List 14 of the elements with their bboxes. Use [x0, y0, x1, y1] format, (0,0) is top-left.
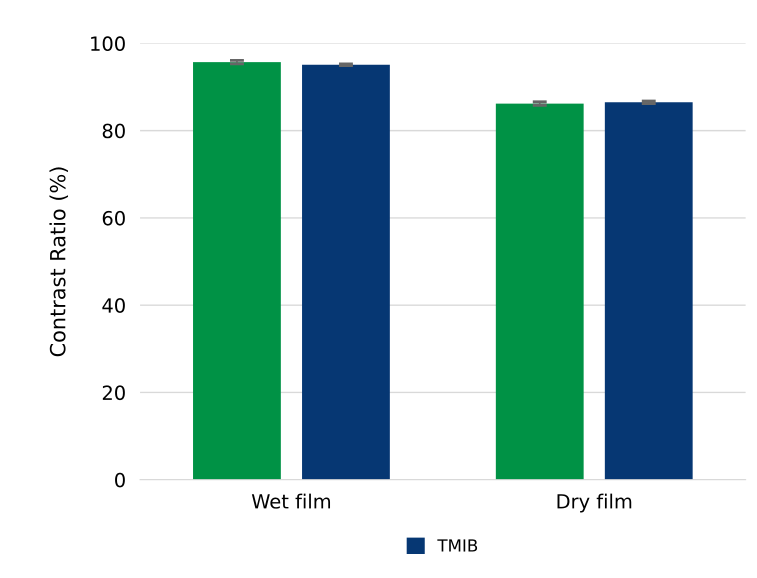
y-tick-label: 20 [102, 385, 125, 400]
y-tick-label: 100 [91, 36, 125, 52]
y-tick-label: 40 [102, 298, 125, 313]
x-tick-label: Wet film [252, 494, 330, 509]
y-axis-title: Contrast Ratio (%) [49, 167, 68, 356]
y-tick-label: 60 [102, 210, 125, 226]
bar [193, 62, 281, 480]
legend-label: TMIB [437, 539, 478, 552]
bar [604, 102, 693, 480]
bar [302, 64, 390, 480]
bar [496, 104, 584, 480]
y-tick-label: 0 [115, 472, 125, 488]
x-tick-label: Dry film [558, 494, 632, 512]
y-tick-label: 80 [102, 124, 125, 138]
